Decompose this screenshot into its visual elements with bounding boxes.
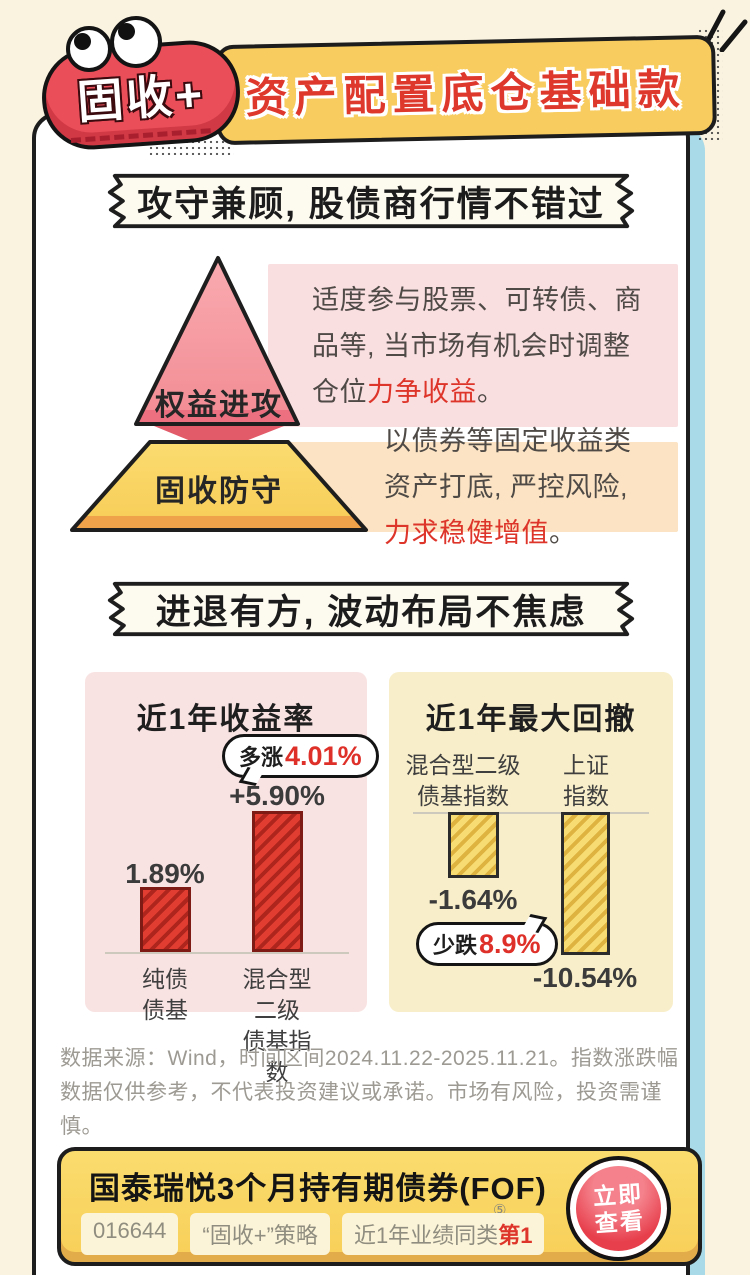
drawdown-chart-title: 近1年最大回撤	[425, 703, 637, 736]
annotation-prefix: 少跌	[433, 933, 478, 958]
bar-mixed-bond-index	[448, 812, 499, 878]
bar-value-label: 1.89%	[125, 858, 205, 889]
return-annotation-bubble: 多涨 4.01%	[222, 734, 379, 787]
category-label: 混合型二级 债基指数	[405, 752, 521, 809]
attack-text: 适度参与股票、可转债、商品等, 当市场有机会时调整仓位力争收益。	[312, 284, 642, 407]
header-banner: 资产配置底仓基础款	[215, 34, 717, 146]
drawdown-annotation-bubble: 少跌 8.9%	[416, 913, 558, 966]
header-banner-title: 资产配置底仓基础款	[245, 64, 688, 122]
drawdown-chart-card: 近1年最大回撤 混合型二级 债基指数 上证 指数 -1.64% 少跌 8.9% -…	[389, 672, 673, 1012]
product-card[interactable]: 国泰瑞悦3个月持有期债券(FOF) ⑤ 016644 “固收+”策略 近1年业绩…	[57, 1147, 702, 1266]
googly-eye-left-icon	[66, 26, 112, 72]
bar-mixed-bond-index	[252, 811, 303, 952]
annotation-value: 4.01%	[285, 740, 362, 771]
charts-section-title: 进退有方, 波动布局不焦虑	[155, 592, 587, 632]
bar-value-label: -10.54%	[532, 962, 638, 993]
googly-eye-right-icon	[110, 16, 162, 68]
strategy-section-title: 攻守兼顾, 股债商行情不错过	[137, 184, 605, 224]
bubble-tail	[521, 913, 547, 934]
strategy-chip: “固收+”策略	[190, 1213, 330, 1255]
annotation-prefix: 多涨	[239, 745, 284, 770]
attack-text-panel: 适度参与股票、可转债、商品等, 当市场有机会时调整仓位力争收益。	[268, 264, 678, 427]
ribbon-charts: 进退有方, 波动布局不焦虑	[95, 578, 647, 640]
pyramid-diagram: 权益进攻 固收防守	[58, 252, 380, 538]
pyramid-top-label: 权益进攻	[155, 389, 283, 422]
pyramid-bottom-label: 固收防守	[155, 475, 283, 508]
pyramid-shapes	[70, 256, 368, 532]
annotation-value: 8.9%	[479, 928, 541, 959]
category-label: 混合型二级 债基指数	[242, 966, 312, 1085]
view-now-label: 立即 查看	[591, 1179, 646, 1237]
category-label: 纯债 债基	[142, 966, 188, 1023]
product-title: 国泰瑞悦3个月持有期债券(FOF)	[89, 1171, 547, 1206]
bar-value-label: -1.64%	[428, 884, 518, 915]
disclaimer-text: 数据来源：Wind，时间区间2024.11.22-2025.11.21。指数涨跌…	[60, 1047, 679, 1138]
ribbon-shape	[107, 581, 635, 637]
rank-chip: 近1年业绩同类第1	[341, 1213, 545, 1255]
ribbon-shape	[107, 173, 635, 229]
bar-value-label: +5.90%	[229, 780, 325, 811]
category-label: 上证 指数	[563, 752, 609, 809]
product-code-chip: 016644	[81, 1213, 179, 1255]
defense-text: 以债券等固定收益类资产打底, 严控风险, 力求稳健增值。	[384, 426, 632, 548]
ribbon-strategy: 攻守兼顾, 股债商行情不错过	[95, 170, 647, 232]
view-now-button[interactable]: 立即 查看	[566, 1156, 671, 1261]
chart-baseline	[105, 952, 349, 954]
bar-pure-bond-fund	[140, 887, 191, 952]
bar-shanghai-index	[561, 812, 610, 955]
product-tags: 016644 “固收+”策略 近1年业绩同类第1	[81, 1213, 545, 1255]
chart-baseline	[413, 812, 649, 814]
return-chart-card: 近1年收益率 多涨 4.01% +5.90% 1.89% 纯债 债基 混合型二级 …	[85, 672, 379, 1085]
return-chart-title: 近1年收益率	[136, 703, 316, 736]
